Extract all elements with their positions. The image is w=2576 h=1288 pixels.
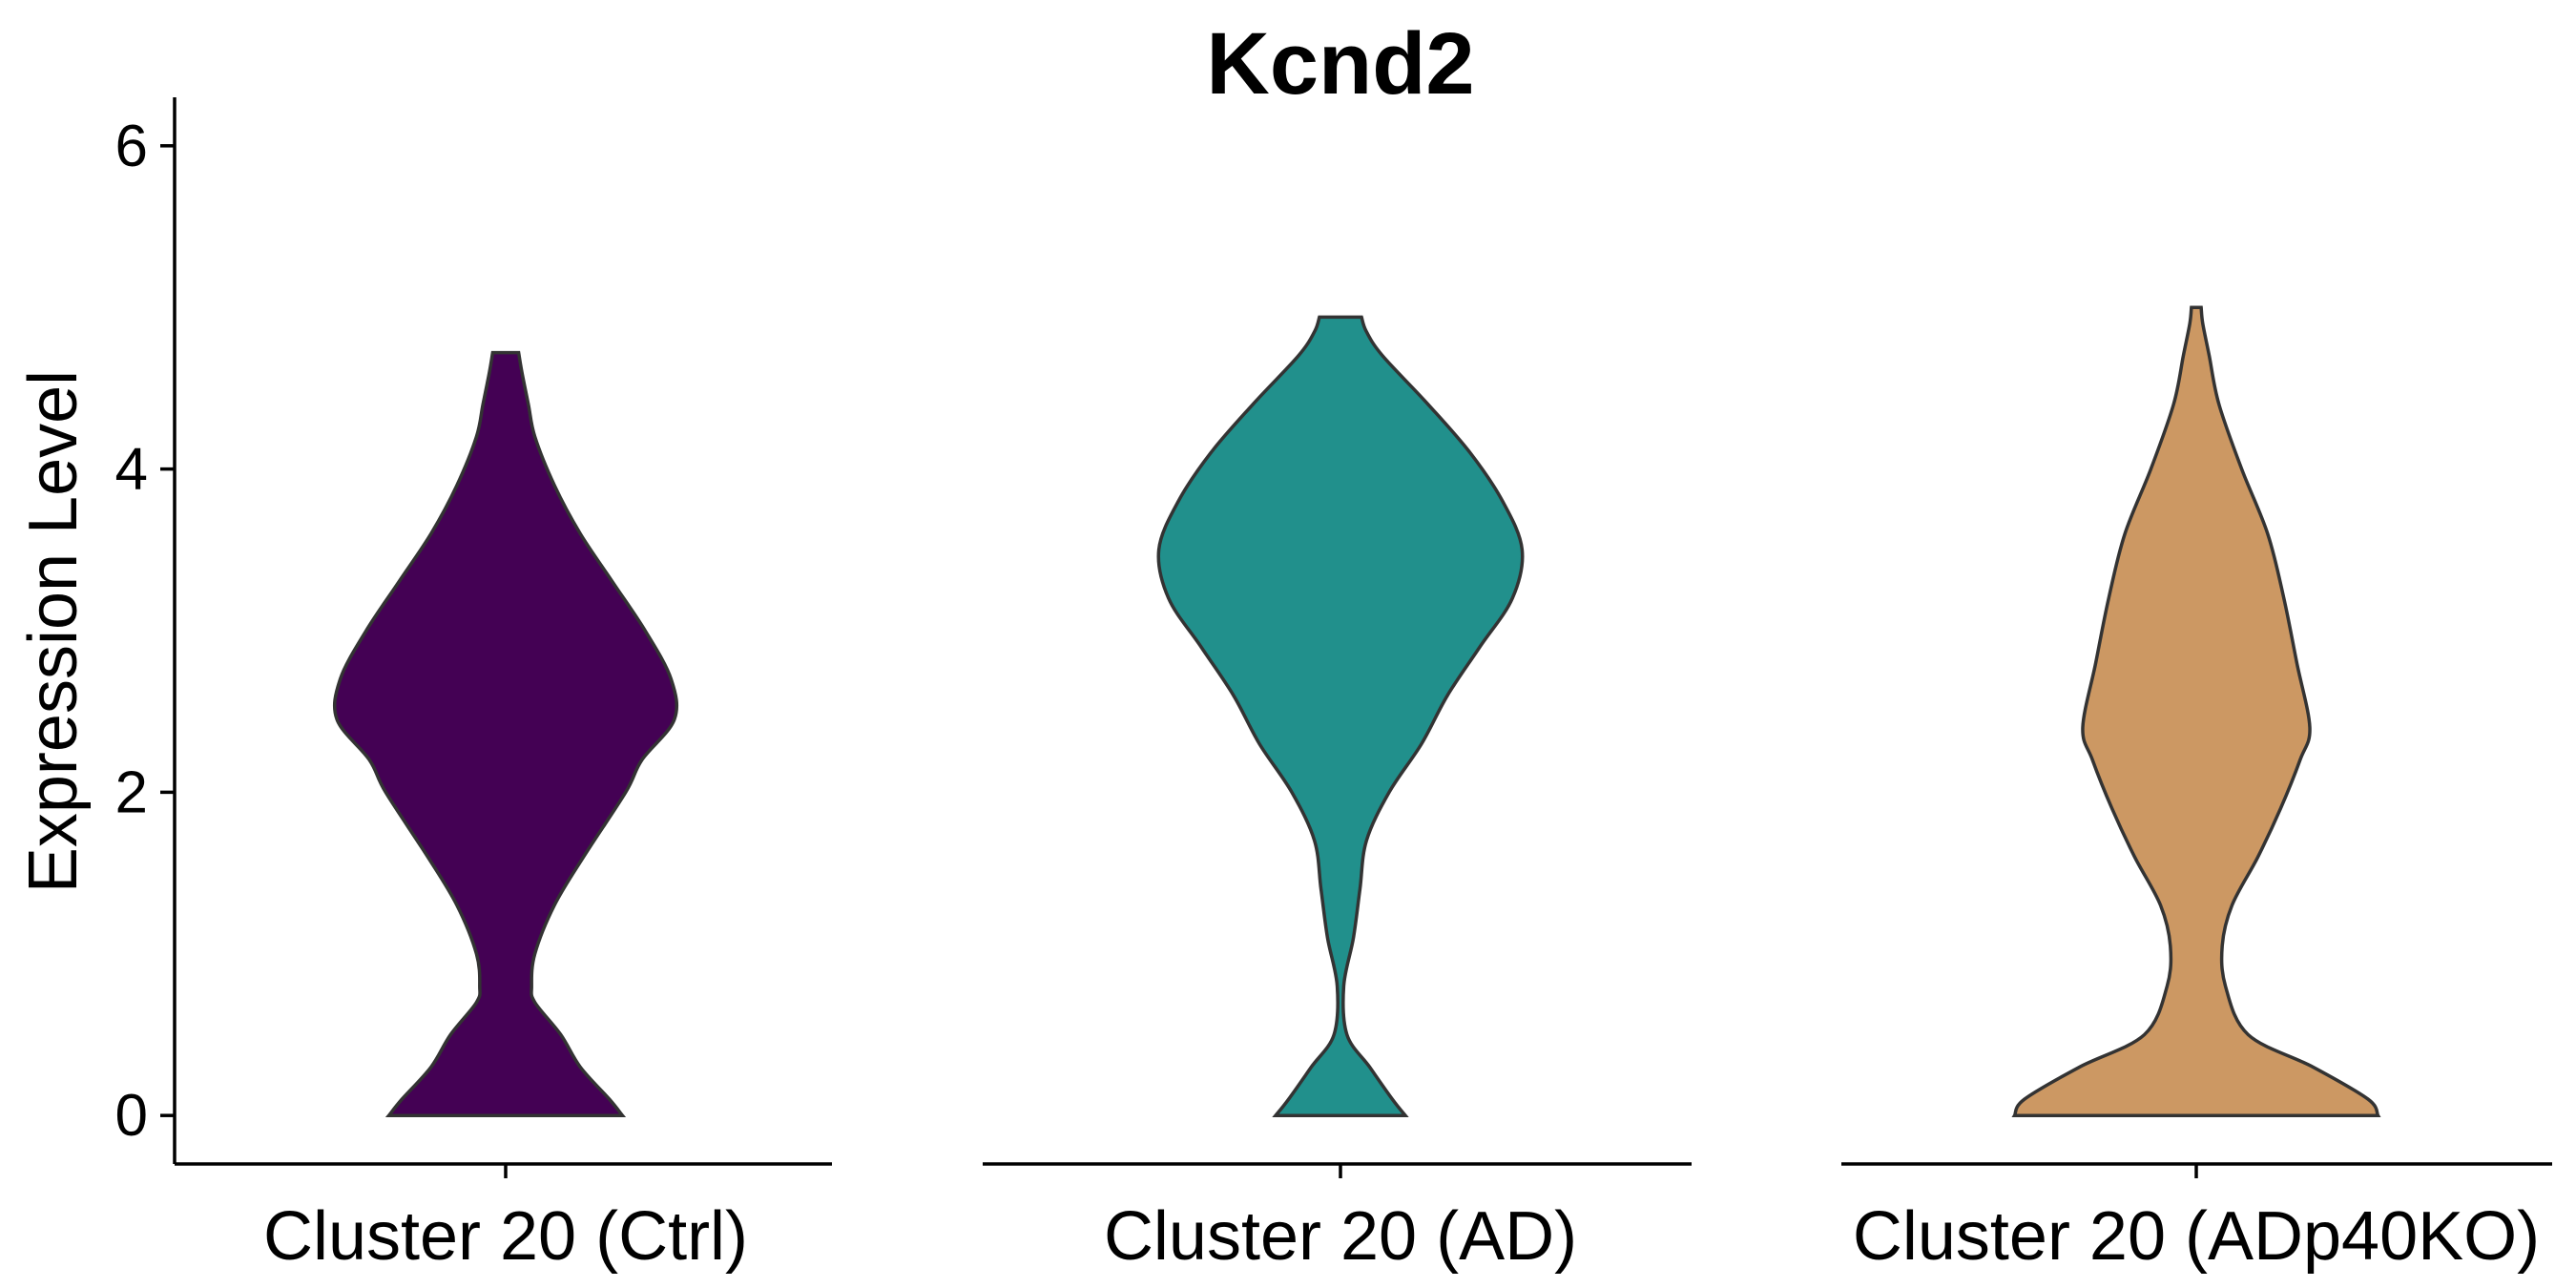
- violins: [332, 305, 2381, 1117]
- violin-1: [332, 350, 679, 1117]
- y-axis: 0 2 4 6: [115, 97, 177, 1164]
- chart-title: Kcnd2: [1206, 15, 1474, 113]
- x-category-label: Cluster 20 (AD): [1104, 1198, 1577, 1275]
- x-category-label: Cluster 20 (ADp40KO): [1853, 1198, 2540, 1275]
- y-axis-title: Expression Level: [15, 370, 92, 893]
- y-tick-label: 4: [115, 437, 148, 503]
- x-axes: Cluster 20 (Ctrl) Cluster 20 (AD) Cluster …: [175, 1162, 2552, 1275]
- y-tick-label: 2: [115, 759, 148, 825]
- violin-3: [2011, 305, 2381, 1117]
- violin-2: [1156, 315, 1525, 1117]
- y-tick-label: 0: [115, 1083, 148, 1149]
- x-category-label: Cluster 20 (Ctrl): [263, 1198, 748, 1275]
- y-tick-label: 6: [115, 114, 148, 179]
